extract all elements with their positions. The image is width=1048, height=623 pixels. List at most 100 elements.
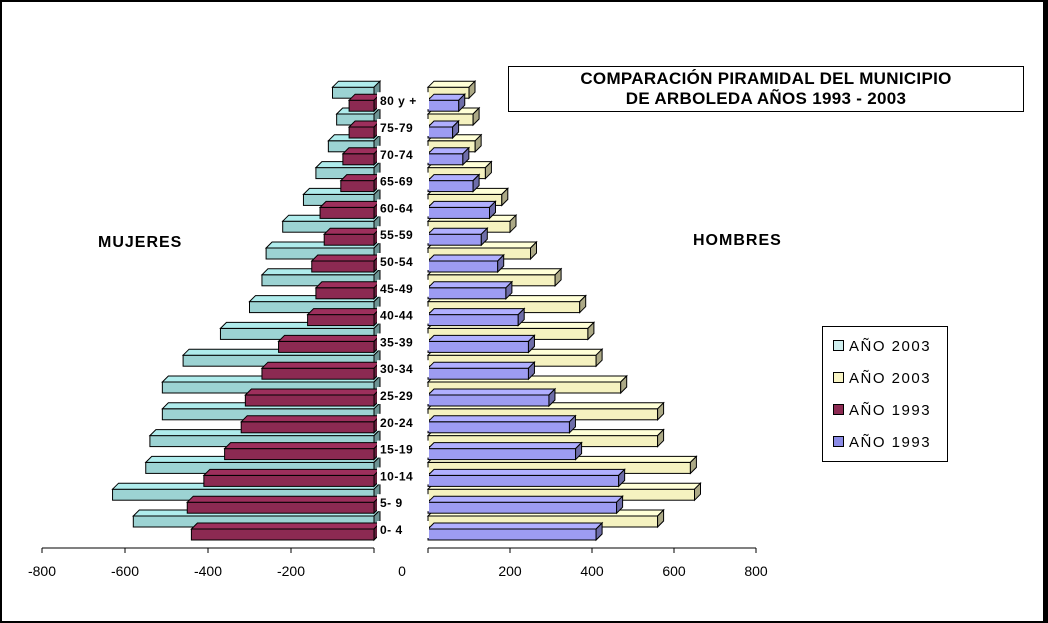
bar-men-2003-side [468,79,476,100]
bar-men-1993-side [505,280,513,301]
bar-men-1993 [427,180,474,193]
bar-women-1993-top [318,200,382,208]
legend-swatch [833,340,844,351]
legend-label: AÑO 2003 [849,370,932,387]
bar-men-1993 [427,474,620,487]
bar-men-1993-top [426,308,526,316]
bar-men-2003-side [554,267,562,288]
bar-men-1993 [427,448,577,461]
right-axis-tick-label: 400 [580,563,604,579]
bar-men-2003-side [579,294,587,314]
bar-men-2003-side [484,160,492,180]
category-label-bg [377,413,429,431]
bar-men-2003-side [595,347,603,368]
bar-men-1993-top [426,200,497,208]
bar-men-1993 [427,501,618,514]
category-label-bg [377,119,429,136]
bar-women-1993 [307,314,375,327]
category-label-bg [377,145,429,163]
bar-men-1993-top [426,334,536,342]
bar-women-1993 [340,180,375,193]
bar-men-1993 [427,287,507,300]
bar-men-1993 [427,528,597,541]
category-label: 45-49 [380,282,413,296]
legend: AÑO 2003 AÑO 2003 AÑO 1993 AÑO 1993 [822,326,948,462]
category-label: 25-29 [380,389,413,403]
bar-men-1993-side [618,468,626,488]
bar-men-1993-top [426,361,536,369]
bar-women-1993 [278,340,375,353]
bar-men-2003-side [587,321,595,341]
bar-men-1993-side [462,146,470,167]
bar-women-1993-top [223,442,382,450]
bar-men-1993-side [458,92,466,113]
category-label: 80 y + [380,94,417,108]
bar-women-1993 [323,233,375,246]
bar-women-1993-top [314,281,382,289]
bar-men-2003-side [694,481,701,502]
bar-men-1993-top [426,254,505,262]
bar-women-1993 [244,394,375,407]
bar-men-1993 [427,340,529,353]
bar-men-1993 [427,394,550,407]
bar-women-1993 [224,448,375,461]
bar-women-1993-top [202,468,382,476]
bar-men-1993-side [489,200,496,220]
category-label: 50-54 [380,255,413,269]
left-axis-tick-label: 0 [398,563,406,579]
bar-women-1993-top [244,388,382,396]
bar-women-1993-top [190,522,382,530]
bar-women-1993 [190,528,375,541]
category-label: 0- 4 [380,523,403,537]
bar-men-1993 [427,206,490,219]
bar-men-1993-top [426,147,471,155]
bar-men-1993-top [426,388,557,396]
bar-men-1993 [427,367,529,380]
bar-men-2003-side [657,508,665,529]
legend-swatch [833,404,844,415]
bar-women-1993 [315,287,375,300]
category-label: 70-74 [380,148,413,162]
left-side-label: MUJERES [98,234,183,251]
bar-men-1993 [427,314,519,327]
bar-women-1993 [319,206,375,219]
bar-women-1993 [348,126,375,139]
category-label-bg [377,253,429,270]
category-label-bg [377,333,429,351]
bar-men-1993-top [426,468,626,476]
category-label: 60-64 [380,201,413,215]
category-label: 5- 9 [380,496,403,510]
bar-men-1993-top [426,442,583,450]
category-label: 35-39 [380,335,413,349]
category-label: 40-44 [380,309,413,323]
category-label: 30-34 [380,362,413,376]
bar-men-1993-side [595,521,603,542]
category-label-bg [377,172,429,190]
bar-women-1993-top [310,254,382,262]
bar-women-1993 [311,260,375,273]
category-label: 15-19 [380,443,413,457]
bar-men-1993 [427,126,454,139]
category-label: 20-24 [380,416,413,430]
legend-item-1993-right: AÑO 1993 [833,435,931,451]
bar-men-1993-side [616,494,624,515]
bar-men-1993 [427,153,464,166]
bar-men-2003-side [530,240,537,261]
bar-men-1993 [427,233,482,246]
bar-men-1993-side [480,226,488,247]
category-label: 65-69 [380,175,413,189]
bar-women-1993-top [277,334,382,342]
bar-women-2003-top [331,80,382,88]
bar-men-1993-side [575,441,583,461]
bar-men-1993-side [527,334,535,354]
right-axis-tick-label: 800 [744,563,768,579]
bar-men-1993-side [548,387,556,408]
category-label-bg [377,306,429,324]
bar-men-2003-side [509,213,517,234]
bar-men-2003-side [501,187,509,207]
bar-women-1993-top [186,495,382,503]
category-label-bg [377,92,429,110]
bar-men-2003-side [620,374,628,395]
category-label-bg [377,226,429,244]
